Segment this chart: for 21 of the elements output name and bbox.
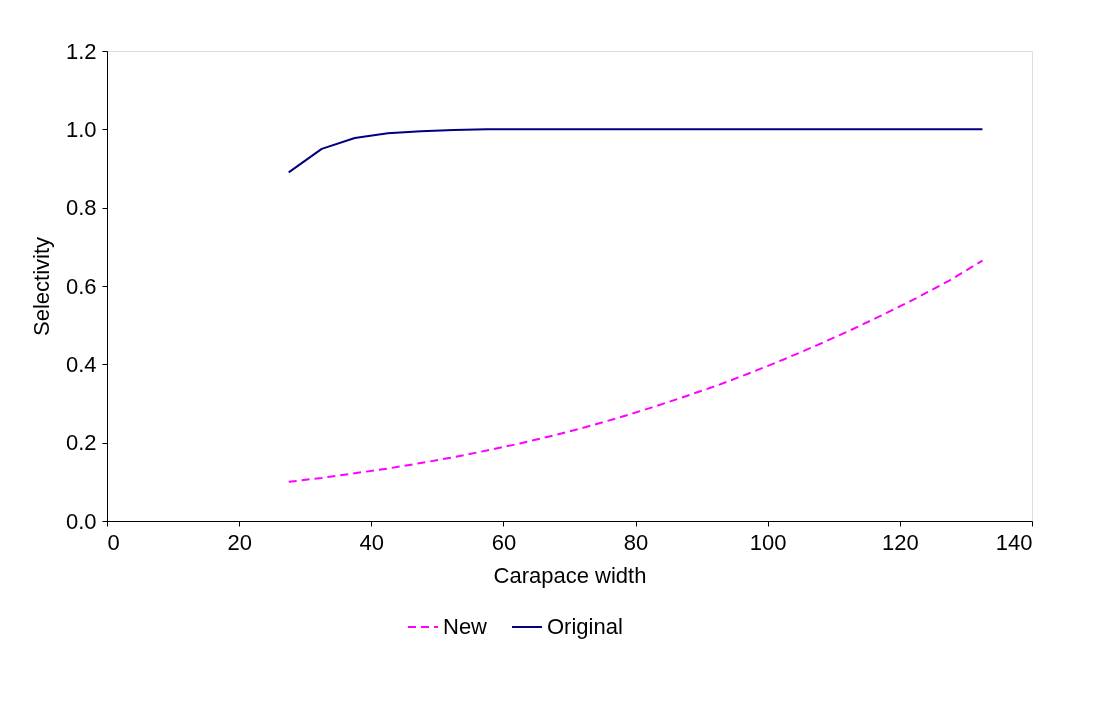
x-tick-label: 100 xyxy=(749,529,787,555)
x-tick-label: 60 xyxy=(491,529,517,555)
x-tick-label: 120 xyxy=(882,529,919,555)
x-tick-label: 40 xyxy=(359,529,385,555)
line-series xyxy=(287,128,984,174)
y-tick-label: 0.8 xyxy=(65,195,97,221)
y-tick-label: 1.2 xyxy=(65,38,97,64)
x-tick-label: 80 xyxy=(623,529,649,555)
legend-label: New xyxy=(443,614,488,639)
y-tick-label: 0.2 xyxy=(65,430,97,456)
y-tick-label: 0.0 xyxy=(65,508,97,534)
x-tick-label: 20 xyxy=(227,529,252,555)
y-axis-title: Selectivity xyxy=(28,236,54,337)
y-tick-label: 1.0 xyxy=(65,116,97,142)
line-series xyxy=(287,259,984,483)
y-tick-label: 0.6 xyxy=(65,273,97,299)
x-axis-title: Carapace width xyxy=(493,562,647,588)
y-tick-label: 0.4 xyxy=(65,351,97,377)
legend-label: Original xyxy=(547,614,623,639)
x-tick-label: 140 xyxy=(995,529,1033,555)
x-tick-label: 0 xyxy=(107,529,120,555)
